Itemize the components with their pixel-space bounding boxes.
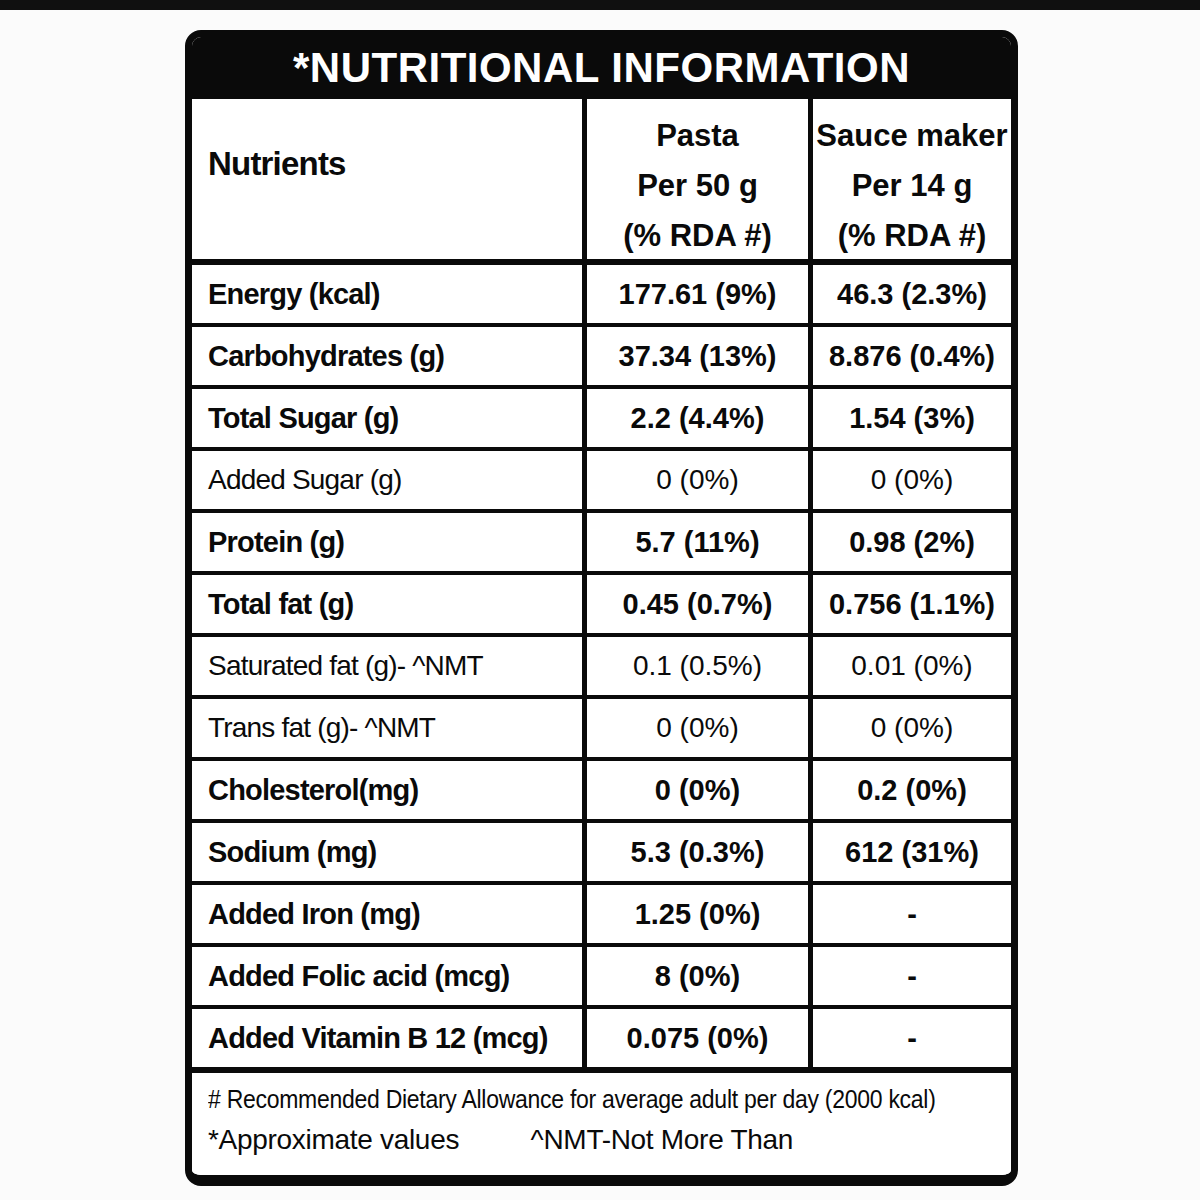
col-header-sauce-line2: Per 14 g [852,161,973,211]
sauce-value: - [813,1009,1011,1067]
pasta-value: 177.61 (9%) [582,265,813,323]
nutrition-table: *NUTRITIONAL INFORMATION Nutrients Pasta… [185,30,1018,1186]
table-row-added-sugar: Added Sugar (g) 0 (0%) 0 (0%) [192,451,1011,513]
table-row-carbohydrates: Carbohydrates (g) 37.34 (13%) 8.876 (0.4… [192,327,1011,389]
pasta-value: 0 (0%) [582,451,813,509]
sauce-value: 0.01 (0%) [813,637,1011,695]
table-row-total-sugar: Total Sugar (g) 2.2 (4.4%) 1.54 (3%) [192,389,1011,451]
nutrient-label: Added Iron (mg) [192,885,582,943]
sauce-value: 46.3 (2.3%) [813,265,1011,323]
col-header-pasta: Pasta Per 50 g (% RDA #) [582,99,813,259]
pasta-value: 0.075 (0%) [582,1009,813,1067]
nutrient-label: Added Folic acid (mcg) [192,947,582,1005]
nutrient-label: Total fat (g) [192,575,582,633]
pasta-value: 2.2 (4.4%) [582,389,813,447]
table-row-protein: Protein (g) 5.7 (11%) 0.98 (2%) [192,513,1011,575]
col-header-nutrients: Nutrients [192,99,582,259]
nutrient-label: Added Vitamin B 12 (mcg) [192,1009,582,1067]
sauce-value: 612 (31%) [813,823,1011,881]
footnotes: # Recommended Dietary Allowance for aver… [192,1071,1011,1175]
approximate-values-footnote: *Approximate values [208,1124,459,1155]
table-row-saturated-fat: Saturated fat (g)- ^NMT 0.1 (0.5%) 0.01 … [192,637,1011,699]
col-header-nutrients-label: Nutrients [208,145,346,183]
pasta-value: 8 (0%) [582,947,813,1005]
column-header-row: Nutrients Pasta Per 50 g (% RDA #) Sauce… [192,99,1011,265]
table-row-added-folic-acid: Added Folic acid (mcg) 8 (0%) - [192,947,1011,1009]
col-header-sauce-line3: (% RDA #) [838,211,987,259]
col-header-pasta-line3: (% RDA #) [623,211,772,259]
sauce-value: 0 (0%) [813,451,1011,509]
sauce-value: 0.98 (2%) [813,513,1011,571]
table-row-added-iron: Added Iron (mg) 1.25 (0%) - [192,885,1011,947]
rda-footnote: # Recommended Dietary Allowance for aver… [208,1085,932,1114]
sauce-value: 0.756 (1.1%) [813,575,1011,633]
pasta-value: 0.45 (0.7%) [582,575,813,633]
table-row-trans-fat: Trans fat (g)- ^NMT 0 (0%) 0 (0%) [192,699,1011,761]
col-header-sauce-line1: Sauce maker [816,111,1007,161]
nutrient-label: Sodium (mg) [192,823,582,881]
sauce-value: 8.876 (0.4%) [813,327,1011,385]
pasta-value: 1.25 (0%) [582,885,813,943]
nutrient-label: Trans fat (g)- ^NMT [192,699,582,757]
pasta-value: 0.1 (0.5%) [582,637,813,695]
sauce-value: 1.54 (3%) [813,389,1011,447]
sauce-value: - [813,947,1011,1005]
nutrient-label: Total Sugar (g) [192,389,582,447]
nutrient-label: Saturated fat (g)- ^NMT [192,637,582,695]
sauce-value: 0.2 (0%) [813,761,1011,819]
table-row-total-fat: Total fat (g) 0.45 (0.7%) 0.756 (1.1%) [192,575,1011,637]
footnote-line2: *Approximate values ^NMT-Not More Than [208,1124,995,1156]
nutrient-label: Energy (kcal) [192,265,582,323]
pasta-value: 0 (0%) [582,699,813,757]
sauce-value: 0 (0%) [813,699,1011,757]
nmt-footnote: ^NMT-Not More Than [531,1124,793,1155]
table-row-added-vitamin-b12: Added Vitamin B 12 (mcg) 0.075 (0%) - [192,1009,1011,1071]
table-row-sodium: Sodium (mg) 5.3 (0.3%) 612 (31%) [192,823,1011,885]
table-title-bar: *NUTRITIONAL INFORMATION [192,37,1011,99]
table-row-cholesterol: Cholesterol(mg) 0 (0%) 0.2 (0%) [192,761,1011,823]
table-row-energy: Energy (kcal) 177.61 (9%) 46.3 (2.3%) [192,265,1011,327]
nutrient-label: Carbohydrates (g) [192,327,582,385]
nutrient-label: Cholesterol(mg) [192,761,582,819]
pasta-value: 5.7 (11%) [582,513,813,571]
nutrient-label: Added Sugar (g) [192,451,582,509]
sauce-value: - [813,885,1011,943]
top-edge-strip [0,0,1200,10]
nutrient-label: Protein (g) [192,513,582,571]
col-header-sauce-maker: Sauce maker Per 14 g (% RDA #) [813,99,1011,259]
table-title: *NUTRITIONAL INFORMATION [293,44,910,92]
col-header-pasta-line2: Per 50 g [637,161,758,211]
pasta-value: 0 (0%) [582,761,813,819]
col-header-pasta-line1: Pasta [656,111,739,161]
rda-footnote-text: # Recommended Dietary Allowance for aver… [208,1085,936,1113]
pasta-value: 5.3 (0.3%) [582,823,813,881]
pasta-value: 37.34 (13%) [582,327,813,385]
